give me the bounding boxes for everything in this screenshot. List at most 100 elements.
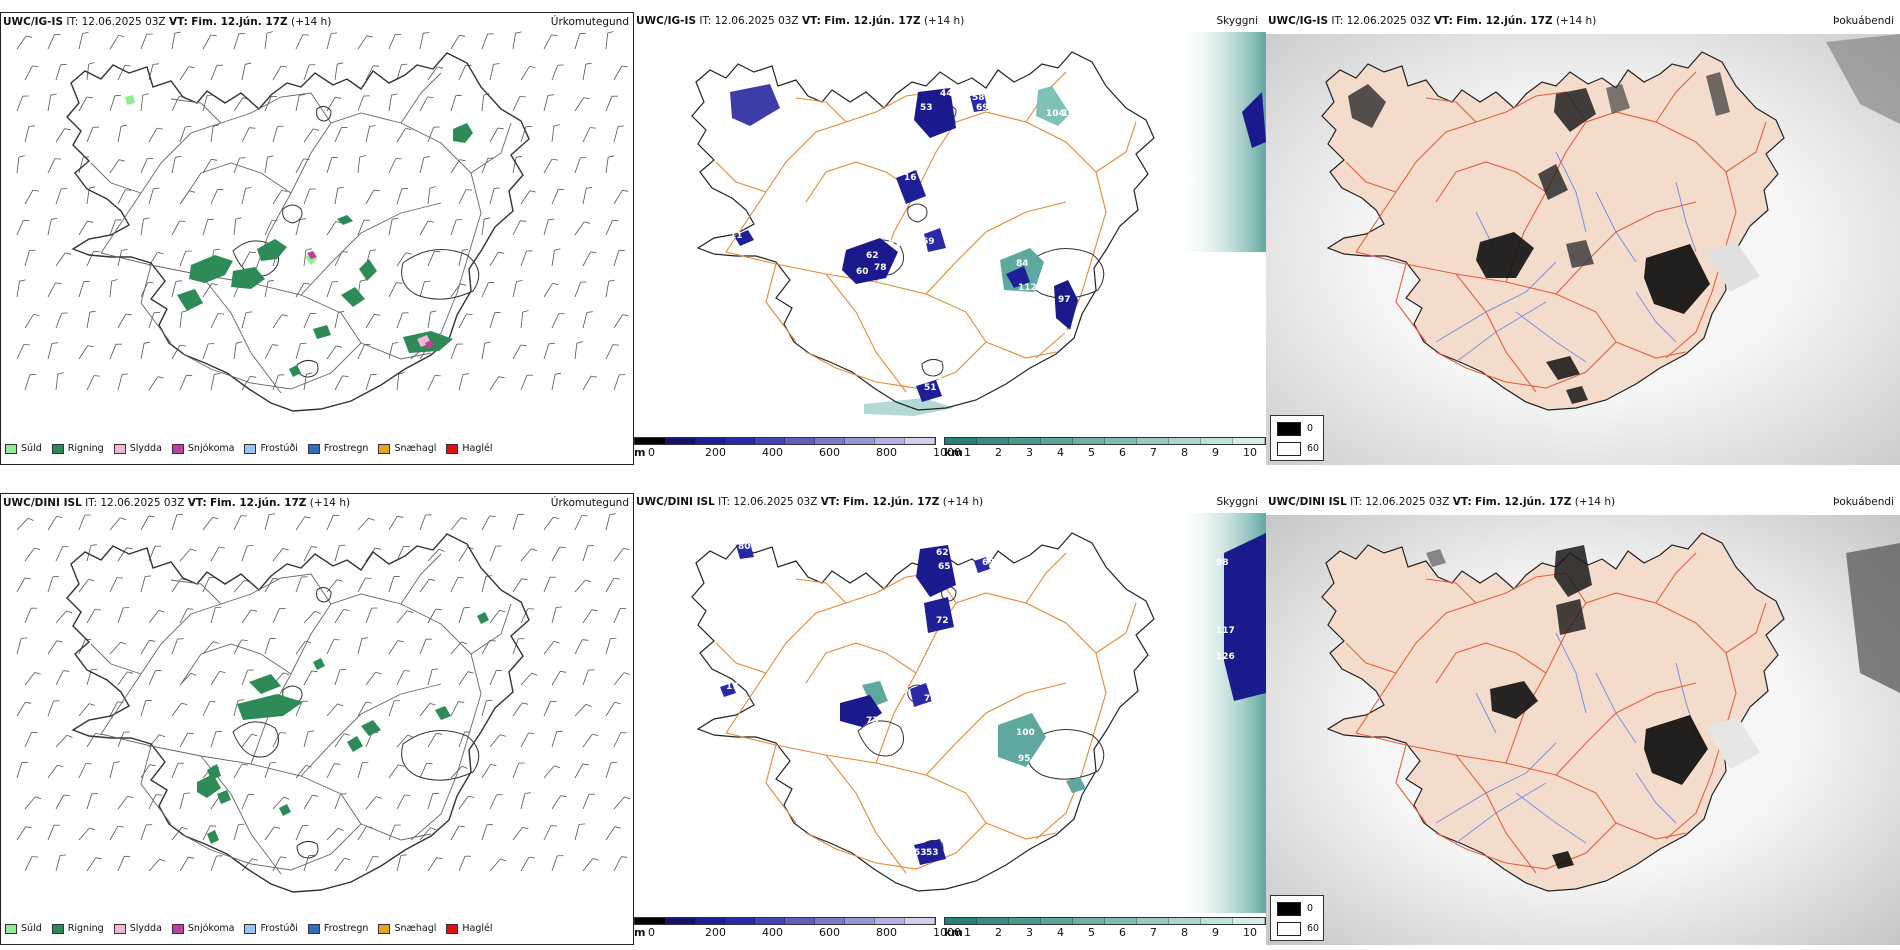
wind-barb-flag [89, 186, 96, 189]
colorbar-cell [665, 918, 695, 924]
colorbar-cell [945, 918, 977, 924]
wind-barb [458, 607, 465, 624]
legend-label: Frostregn [323, 443, 369, 454]
legend-swatch [244, 443, 257, 454]
wind-barb [489, 858, 501, 872]
wind-barb [427, 669, 433, 686]
legend-item: Snæhagl [378, 443, 436, 454]
wind-barb [419, 281, 425, 298]
wind-barb [179, 375, 187, 391]
colorbar-cell [875, 438, 905, 444]
colorbar-cell [755, 918, 785, 924]
legend-label: Snjókoma [187, 923, 235, 934]
wind-barb-flag [550, 825, 558, 827]
wind-barb [272, 856, 281, 872]
wind-barb-flag [586, 311, 593, 313]
wind-barb [396, 188, 403, 205]
wind-barb [458, 671, 469, 686]
wind-barb-flag [467, 671, 474, 674]
wind-barb-flag [462, 249, 469, 251]
wind-barb-flag [313, 128, 320, 131]
wind-barb [202, 701, 211, 717]
wind-barb [272, 314, 283, 329]
wind-barb-flag [188, 66, 195, 69]
wind-barb [55, 128, 66, 143]
wind-barb [357, 517, 369, 531]
wind-barb [202, 283, 213, 298]
wind-barb-flag [184, 792, 191, 794]
wind-barb-flag [187, 732, 194, 735]
wind-barb [233, 639, 242, 655]
cloud-base-label: 104 [1062, 109, 1081, 119]
wind-barb-flag [175, 156, 182, 158]
wind-barb-flag [34, 672, 41, 675]
wind-barb-flag [614, 702, 621, 704]
wind-barb-flag [121, 124, 128, 127]
wind-barb-flag [302, 34, 310, 36]
wind-barb [78, 514, 86, 531]
colorbar-tick-km: 2 [995, 926, 1002, 939]
legend-swatch [171, 923, 184, 934]
wind-barb-flag [152, 63, 159, 65]
wind-barb [520, 608, 529, 624]
wind-barb [272, 608, 280, 624]
wind-barb-flag [392, 217, 399, 220]
colorbar-cell [1201, 918, 1233, 924]
wind-barb-flag [181, 702, 188, 705]
cloud-base-label: 98 [1216, 558, 1229, 568]
wind-barb-flag [609, 513, 616, 515]
wind-barb-flag [401, 63, 408, 65]
wind-barb-flag [245, 187, 252, 189]
colorbar-cell [977, 438, 1009, 444]
cloud-base-label: 104 [1046, 109, 1065, 119]
wind-barb-flag [584, 221, 591, 224]
wind-barb [179, 793, 185, 810]
fog-legend-top: 0 60 [1270, 415, 1324, 461]
wind-barb [489, 545, 497, 562]
wind-barb [551, 671, 561, 686]
wind-barb-flag [460, 283, 467, 286]
colorbar-cell [1073, 918, 1105, 924]
wind-barb-flag [516, 280, 523, 282]
wind-barb [55, 794, 65, 810]
wind-barb-flag [142, 93, 149, 96]
dark-fog-northeast [1826, 34, 1900, 124]
wind-barb-flag [458, 701, 465, 703]
wind-barb [450, 641, 462, 655]
wind-barb [233, 763, 243, 779]
wind-barb [16, 344, 25, 360]
wind-barb-flag [591, 609, 598, 612]
wind-barb [55, 64, 62, 81]
wind-barb [241, 858, 253, 872]
wind-barb-flag [490, 764, 497, 766]
colorbar-tick-km: 9 [1212, 926, 1219, 939]
wind-barb-flag [304, 516, 311, 519]
wind-barb-flag [120, 517, 127, 521]
wind-barb [24, 250, 30, 267]
colorbar-cell [785, 438, 815, 444]
wind-barb-flag [610, 637, 617, 639]
wind-barb-flag [498, 376, 505, 379]
wind-barb-flag [251, 733, 258, 737]
wind-barb [117, 250, 122, 267]
wind-barb [427, 126, 435, 143]
low-cloud-east [1242, 92, 1266, 148]
wind-barb [551, 855, 558, 872]
wind-barb-flag [592, 858, 599, 861]
wind-barb-flag [607, 31, 614, 34]
wind-barb-flag [484, 341, 491, 344]
colorbar-cell [1169, 918, 1201, 924]
wind-barb-flag [396, 282, 403, 284]
legend-swatch [307, 443, 320, 454]
wind-barb [605, 826, 616, 841]
wind-barb [179, 250, 187, 267]
wind-barb [24, 732, 32, 748]
wind-barb [481, 824, 488, 841]
wind-barb [303, 611, 316, 624]
colorbar-cell [1041, 438, 1073, 444]
wind-barb-flag [57, 372, 64, 375]
colorbar-cell [875, 918, 905, 924]
wind-barb [210, 126, 214, 143]
wind-barb-flag [175, 280, 182, 282]
wind-barb [450, 159, 461, 174]
